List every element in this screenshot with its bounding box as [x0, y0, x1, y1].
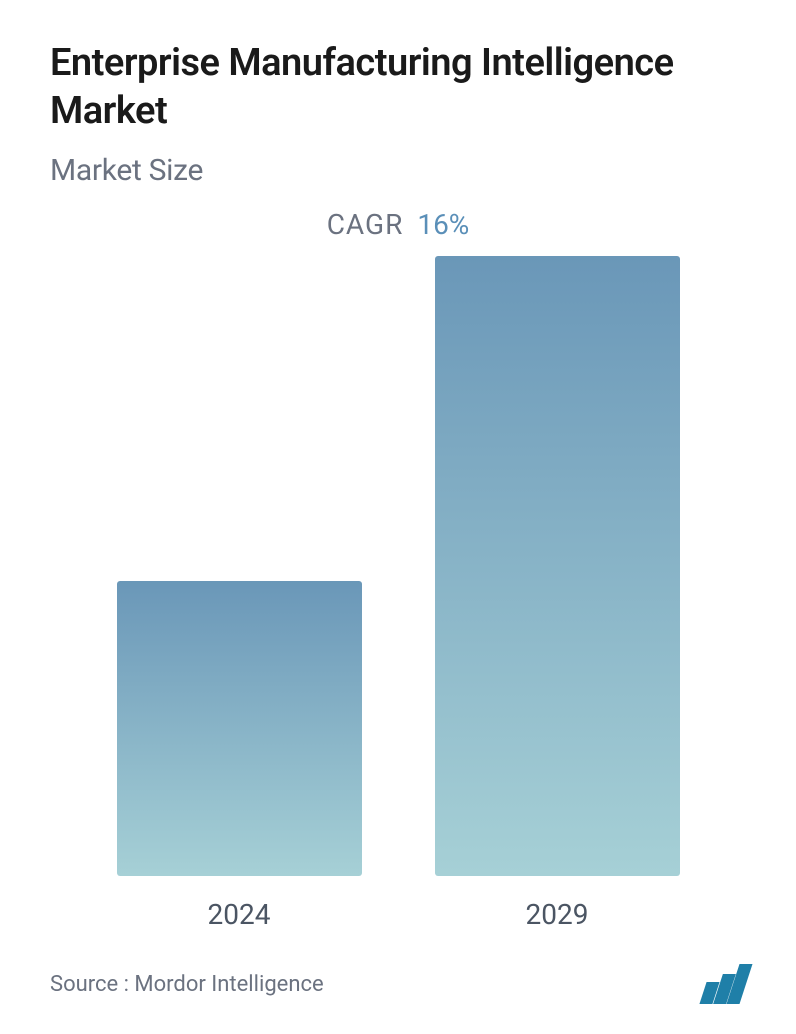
bar-label: 2029 — [526, 898, 589, 931]
chart-subtitle: Market Size — [50, 153, 746, 188]
bar-group: 2029 — [435, 256, 680, 931]
bar — [117, 581, 362, 876]
cagr-value: 16% — [417, 208, 469, 241]
bar-group: 2024 — [117, 581, 362, 931]
cagr-label: CAGR — [327, 208, 404, 241]
cagr-row: CAGR 16% — [50, 208, 746, 241]
brand-logo-icon — [703, 964, 746, 1004]
bar-chart: 2024 2029 — [50, 281, 746, 931]
bar — [435, 256, 680, 876]
chart-title: Enterprise Manufacturing Intelligence Ma… — [50, 40, 746, 135]
footer: Source : Mordor Intelligence — [50, 964, 746, 1004]
bar-label: 2024 — [208, 898, 271, 931]
source-text: Source : Mordor Intelligence — [50, 972, 324, 997]
